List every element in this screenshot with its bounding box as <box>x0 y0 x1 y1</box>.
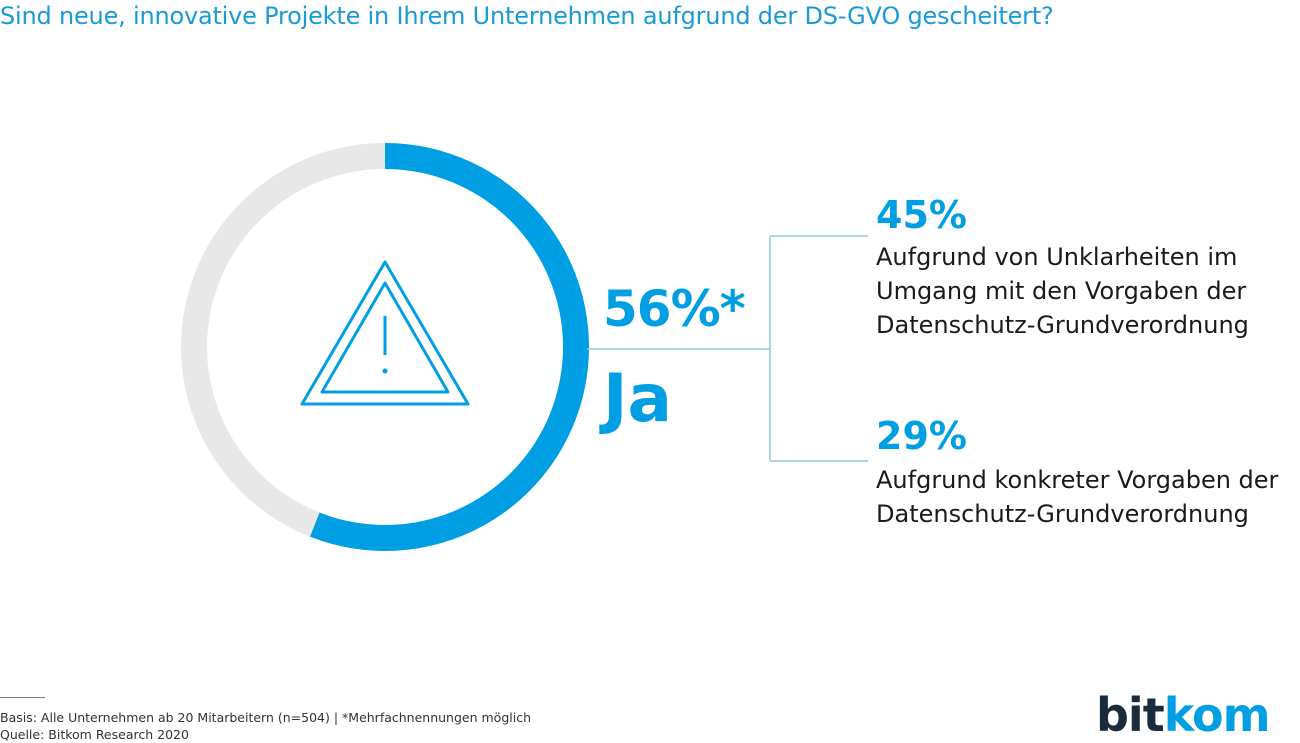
warning-icon <box>300 260 470 406</box>
logo-part-1: bit <box>1096 688 1165 742</box>
breakdown-value-2: 29% <box>876 414 967 458</box>
breakdown-text-1: Aufgrund von Unklarheiten im Umgang mit … <box>876 240 1296 342</box>
main-value: 56%* <box>603 280 746 338</box>
breakdown-value-1: 45% <box>876 193 967 237</box>
breakdown-text-1-line: Umgang mit den Vorgaben der <box>876 277 1247 305</box>
bitkom-logo: bitkom <box>1096 688 1271 742</box>
footer-source: Quelle: Bitkom Research 2020 <box>0 727 189 742</box>
main-label: Ja <box>603 360 673 437</box>
breakdown-text-1-line: Aufgrund von Unklarheiten im <box>876 243 1238 271</box>
breakdown-text-1-line: Datenschutz-Grundverordnung <box>876 311 1249 339</box>
chart-title: Sind neue, innovative Projekte in Ihrem … <box>0 2 1054 30</box>
footer-basis: Basis: Alle Unternehmen ab 20 Mitarbeite… <box>0 710 531 725</box>
donut-slice-2 <box>181 143 385 537</box>
breakdown-text-2: Aufgrund konkreter Vorgaben der Datensch… <box>876 463 1296 531</box>
footer-rule <box>0 697 45 698</box>
logo-part-2: kom <box>1163 688 1271 742</box>
breakdown-text-2-line: Datenschutz-Grundverordnung <box>876 500 1249 528</box>
connector-lines <box>587 235 868 462</box>
breakdown-text-2-line: Aufgrund konkreter Vorgaben der <box>876 466 1279 494</box>
donut-slice-1 <box>309 143 589 551</box>
